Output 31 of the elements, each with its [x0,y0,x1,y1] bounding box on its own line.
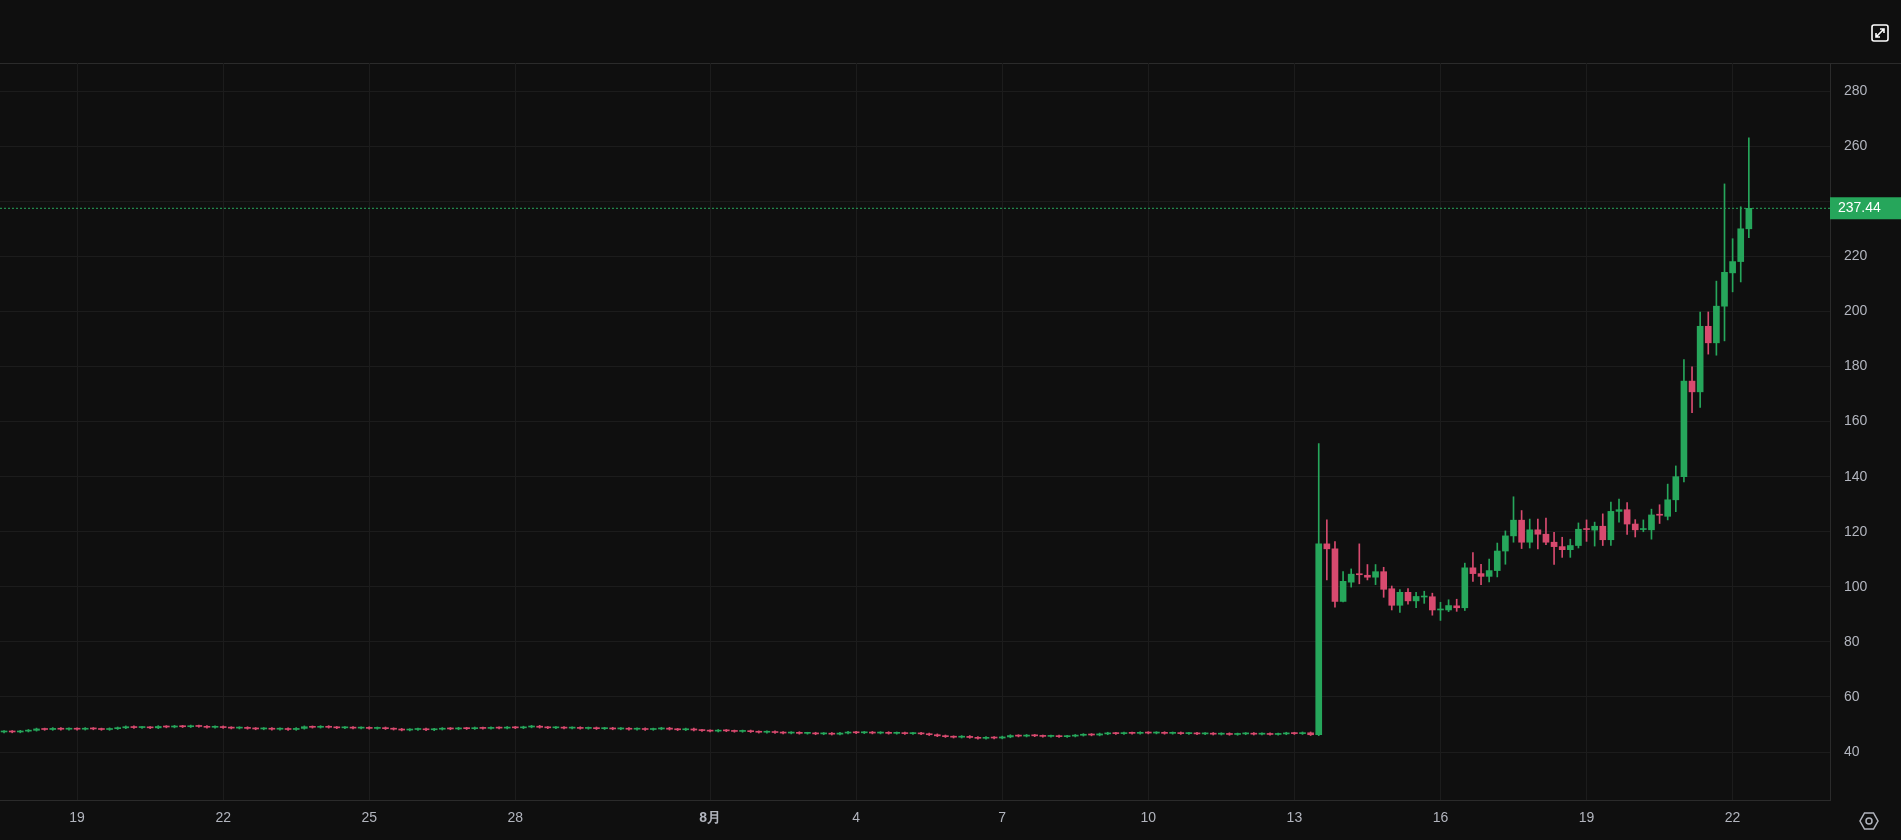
candlestick [1477,563,1485,585]
x-tick-label: 10 [1140,809,1157,826]
y-tick-label: 100 [1844,577,1868,594]
x-tick-label: 28 [507,809,524,826]
x-tick-label: 19 [69,809,86,826]
y-tick-label: 80 [1844,632,1860,649]
y-tick-label: 140 [1844,467,1868,484]
x-tick-label: 22 [1724,809,1741,826]
x-tick-label: 13 [1286,809,1303,826]
x-tick-label: 4 [852,809,861,826]
y-tick-label: 260 [1844,137,1868,154]
y-tick-label: 280 [1844,81,1868,98]
x-tick-label: 8月 [699,809,721,826]
candlestick [1469,552,1477,582]
candlestick [1534,518,1542,550]
y-tick-label: 220 [1844,247,1868,264]
y-tick-label: 40 [1844,742,1860,759]
x-tick-label: 19 [1578,809,1595,826]
y-tick-label: 180 [1844,357,1868,374]
y-tick-label: 120 [1844,522,1868,539]
y-tick-label: 160 [1844,412,1868,429]
y-tick-label: 60 [1844,687,1860,704]
x-tick-label: 16 [1432,809,1449,826]
y-tick-label: 200 [1844,302,1868,319]
x-tick-label: 25 [361,809,378,826]
candlestick [1355,543,1363,585]
x-tick-label: 7 [998,809,1007,826]
candlestick [1615,498,1623,523]
candlestick [1558,536,1566,558]
ref-line-label: 237.44 [1838,199,1882,216]
x-tick-label: 22 [215,809,232,826]
